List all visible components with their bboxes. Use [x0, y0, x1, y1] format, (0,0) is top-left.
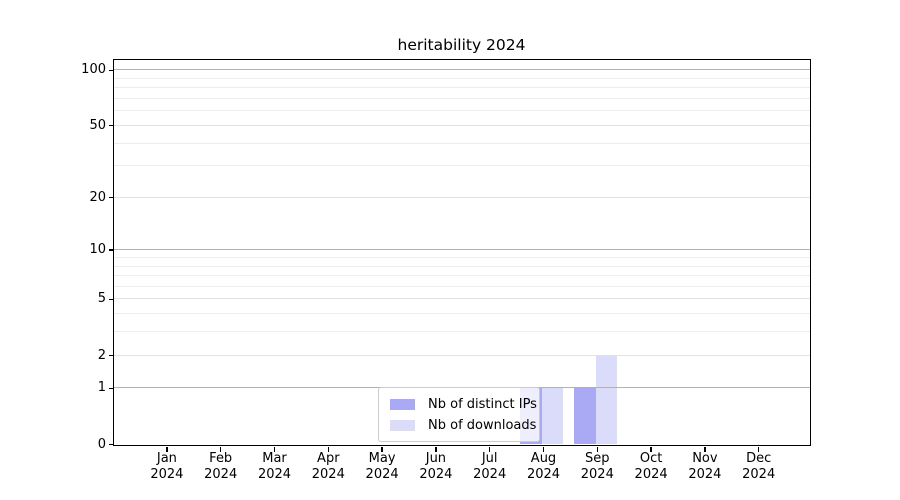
x-tick-mark [758, 446, 760, 452]
x-tick-year: 2024 [742, 466, 776, 482]
y-tick-mark [109, 197, 114, 199]
x-tick-label: Feb 2024 [189, 451, 253, 483]
x-tick-month: Jul [481, 451, 498, 466]
x-tick-month: Jan [156, 451, 177, 466]
gridline [114, 196, 810, 198]
y-tick-mark [109, 125, 114, 127]
x-tick-label: Nov 2024 [673, 451, 737, 483]
gridline-minor [114, 331, 810, 333]
x-tick-year: 2024 [311, 466, 345, 482]
y-tick-label: 2 [97, 347, 106, 363]
x-tick-mark [273, 446, 276, 452]
x-tick-month: Mar [262, 451, 287, 466]
x-tick-month: Apr [317, 451, 340, 466]
y-tick-label: 20 [89, 189, 106, 205]
bar-distinct-ips [574, 387, 596, 445]
x-tick-month: Oct [639, 451, 663, 466]
legend-swatch [390, 399, 415, 410]
x-tick-mark [166, 446, 168, 452]
y-tick-mark [109, 69, 114, 71]
x-tick-label: Apr 2024 [296, 451, 360, 483]
gridline-minor [114, 110, 810, 112]
x-tick-label: Jun 2024 [404, 451, 468, 483]
y-tick-label: 1 [97, 380, 106, 396]
y-tick-label: 10 [89, 242, 106, 258]
legend: Nb of distinct IPs Nb of downloads [378, 387, 540, 442]
gridline [114, 354, 810, 356]
x-tick-year: 2024 [257, 466, 292, 482]
x-tick-label: Jan 2024 [135, 451, 199, 483]
y-tick-label: 0 [97, 436, 106, 452]
legend-swatch [390, 420, 415, 431]
x-tick-mark [327, 446, 329, 452]
gridline-major [114, 249, 810, 251]
y-tick-mark [109, 443, 114, 446]
x-tick-mark [650, 446, 652, 452]
gridline [114, 124, 810, 126]
legend-label: Nb of downloads [428, 418, 537, 433]
y-tick-mark [109, 249, 114, 251]
x-tick-mark [220, 446, 222, 452]
x-tick-year: 2024 [419, 466, 453, 482]
x-tick-month: Feb [209, 451, 233, 466]
legend-item: Nb of distinct IPs [390, 394, 539, 415]
x-tick-label: Sep 2024 [565, 451, 629, 483]
gridline-minor [114, 87, 810, 89]
y-tick-label: 100 [81, 62, 106, 78]
x-tick-month: Dec [746, 451, 772, 466]
x-tick-label: Dec 2024 [727, 451, 791, 483]
gridline-minor [114, 97, 810, 99]
x-tick-month: Jun [425, 451, 447, 466]
y-tick-mark [109, 354, 114, 357]
x-tick-month: Nov [692, 451, 718, 466]
x-tick-label: May 2024 [350, 451, 414, 483]
x-tick-year: 2024 [688, 466, 722, 482]
x-tick-month: May [368, 451, 396, 466]
x-tick-year: 2024 [473, 466, 507, 482]
gridline-minor [114, 313, 810, 315]
gridline-minor [114, 142, 810, 144]
chart-title: heritability 2024 [397, 36, 526, 54]
gridline-major [114, 69, 810, 71]
x-tick-label: Jul 2024 [458, 451, 522, 483]
x-tick-mark [381, 446, 383, 452]
x-tick-label: Aug 2024 [512, 451, 576, 483]
bar-downloads [595, 355, 618, 445]
legend-label: Nb of distinct IPs [428, 397, 537, 412]
x-tick-year: 2024 [365, 466, 399, 482]
y-tick-label: 50 [89, 117, 106, 133]
gridline-minor [114, 275, 810, 277]
x-tick-year: 2024 [634, 466, 668, 482]
x-tick-label: Oct 2024 [619, 451, 683, 483]
x-tick-mark [489, 446, 491, 452]
bar-downloads [541, 387, 564, 445]
x-tick-year: 2024 [526, 466, 561, 482]
gridline [114, 298, 810, 300]
y-tick-mark [109, 387, 114, 390]
y-tick-label: 5 [97, 291, 106, 307]
plot-area [113, 59, 811, 446]
x-tick-mark [704, 446, 706, 452]
x-tick-label: Mar 2024 [243, 451, 307, 483]
legend-item: Nb of downloads [390, 415, 539, 436]
x-tick-month: Sep [585, 451, 610, 466]
gridline-minor [114, 285, 810, 287]
x-tick-year: 2024 [580, 466, 614, 482]
x-tick-month: Aug [530, 451, 557, 466]
x-tick-year: 2024 [204, 466, 238, 482]
x-tick-mark [542, 446, 545, 452]
x-tick-mark [435, 446, 437, 452]
x-tick-mark [596, 446, 598, 452]
gridline-minor [114, 77, 810, 79]
y-tick-mark [109, 298, 114, 300]
x-tick-year: 2024 [150, 466, 184, 482]
gridline-minor [114, 265, 810, 267]
gridline-minor [114, 256, 810, 258]
gridline-minor [114, 165, 810, 167]
